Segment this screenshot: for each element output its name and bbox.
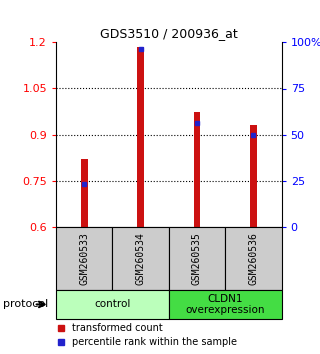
Bar: [112, 227, 169, 290]
Bar: [137, 47, 144, 227]
Bar: [194, 112, 200, 227]
Bar: [250, 125, 257, 227]
Bar: [169, 290, 282, 319]
Text: CLDN1
overexpression: CLDN1 overexpression: [186, 293, 265, 315]
Bar: [169, 227, 225, 290]
Text: GSM260533: GSM260533: [79, 232, 89, 285]
Text: GSM260536: GSM260536: [248, 232, 259, 285]
Bar: [56, 227, 112, 290]
Text: transformed count: transformed count: [72, 322, 163, 332]
Bar: [81, 159, 88, 227]
Text: protocol: protocol: [3, 299, 48, 309]
Text: GSM260535: GSM260535: [192, 232, 202, 285]
Text: percentile rank within the sample: percentile rank within the sample: [72, 337, 237, 347]
Title: GDS3510 / 200936_at: GDS3510 / 200936_at: [100, 27, 238, 40]
Bar: [225, 227, 282, 290]
Bar: [56, 290, 169, 319]
Text: control: control: [94, 299, 131, 309]
Text: GSM260534: GSM260534: [136, 232, 146, 285]
